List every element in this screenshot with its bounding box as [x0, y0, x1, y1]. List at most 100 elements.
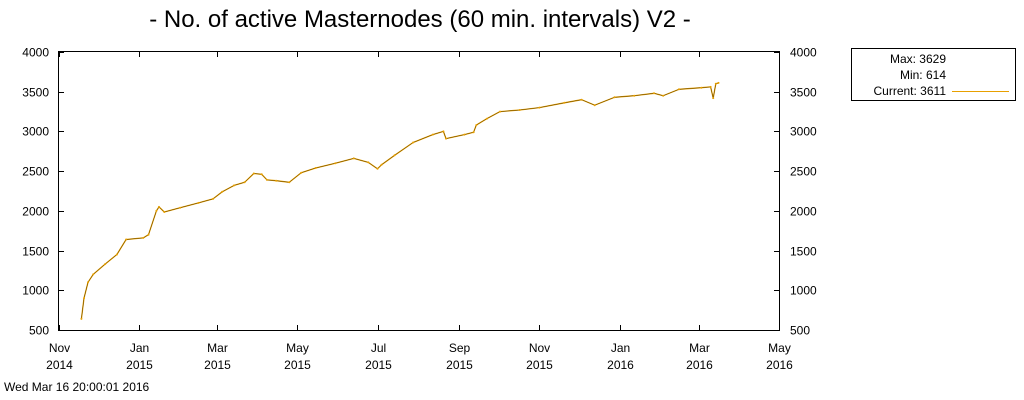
data-point: [633, 94, 636, 97]
data-point: [393, 154, 396, 157]
x-tick-label-year: 2015: [365, 358, 392, 372]
x-tick-label-year: 2015: [284, 358, 311, 372]
x-tick-label-month: Jul: [371, 341, 386, 355]
legend-current: Current: 3611: [873, 84, 947, 98]
y-tick-label-left: 1000: [22, 284, 49, 298]
data-point: [613, 96, 616, 99]
legend-swatch: [952, 91, 1009, 92]
y-tick-label-right: 3500: [790, 86, 817, 100]
data-point: [653, 92, 655, 95]
x-tick-label-year: 2016: [686, 358, 713, 372]
y-axis-right: 500 1000 1500 2000 2500 3000 3500 4000: [774, 46, 817, 338]
x-tick-label-year: 2014: [46, 358, 73, 372]
data-point: [87, 281, 89, 284]
data-point: [463, 133, 466, 136]
data-point: [155, 209, 158, 212]
data-point: [212, 197, 214, 200]
data-point: [197, 201, 200, 204]
plot-frame: [58, 51, 780, 331]
x-axis: Nov 2014 Jan 2015 Mar 2015 May 2015 Jul 2015 Sep 20…: [46, 52, 793, 372]
x-tick-label-year: 2016: [607, 358, 634, 372]
data-point: [518, 109, 521, 111]
footer-timestamp: Wed Mar 16 20:00:01 2016: [4, 380, 150, 394]
y-tick-label-left: 3000: [22, 125, 49, 139]
data-point: [445, 137, 447, 140]
data-point: [163, 211, 166, 213]
data-point: [442, 130, 445, 133]
data-point: [142, 236, 145, 239]
data-point: [260, 173, 263, 176]
data-point: [367, 161, 370, 164]
x-tick-label-year: 2015: [446, 358, 473, 372]
y-tick-label-left: 2000: [22, 205, 49, 219]
x-tick-label-year: 2015: [126, 358, 153, 372]
y-tick-label-right: 1000: [790, 284, 817, 298]
data-point: [538, 106, 541, 109]
y-axis-left: 500 1000 1500 2000 2500 3000 3500 4000: [22, 46, 64, 338]
data-point: [662, 94, 665, 97]
data-point: [717, 81, 720, 84]
data-point: [125, 238, 128, 241]
y-tick-label-right: 500: [790, 324, 810, 338]
data-point: [92, 273, 95, 276]
data-point: [80, 317, 83, 320]
x-tick-label-month: Mar: [689, 341, 710, 355]
data-point: [709, 85, 712, 88]
data-point: [158, 205, 160, 208]
y-tick-label-right: 2000: [790, 205, 817, 219]
x-tick-label-month: Nov: [529, 341, 550, 355]
data-point: [678, 88, 680, 91]
y-tick-label-left: 1500: [22, 245, 49, 259]
legend: Max: 3629 Min: 614 Current: 3611: [851, 48, 1016, 101]
series-line: [80, 82, 719, 319]
series-trend-line: [81, 82, 719, 319]
data-point: [712, 97, 715, 100]
x-tick-label-month: Jan: [611, 341, 630, 355]
data-point: [580, 98, 583, 101]
data-point: [252, 172, 255, 175]
data-point: [412, 141, 415, 144]
data-point: [352, 157, 355, 160]
y-tick-label-right: 4000: [790, 46, 817, 60]
data-point: [314, 167, 317, 169]
data-point: [275, 179, 278, 182]
data-point: [288, 181, 291, 184]
x-tick-label-month: Sep: [449, 341, 471, 355]
y-tick-label-right: 1500: [790, 245, 817, 259]
series-layer: [80, 81, 720, 320]
data-point: [593, 104, 596, 107]
data-point: [380, 163, 383, 166]
legend-max: Max: 3629: [889, 52, 946, 66]
x-tick-label-month: May: [286, 341, 309, 355]
x-tick-label-month: Jan: [130, 341, 149, 355]
y-tick-label-right: 3000: [790, 125, 817, 139]
data-point: [233, 184, 236, 187]
data-point: [115, 253, 118, 256]
data-point: [221, 190, 224, 193]
data-point: [563, 101, 566, 104]
data-point: [431, 133, 434, 136]
y-tick-label-left: 500: [29, 324, 49, 338]
y-tick-label-left: 2500: [22, 165, 49, 179]
data-point: [104, 263, 107, 266]
data-point: [243, 181, 246, 184]
x-tick-label-year: 2015: [204, 358, 231, 372]
data-point: [499, 110, 501, 113]
data-point: [300, 171, 303, 174]
data-point: [700, 86, 703, 89]
data-point: [485, 117, 488, 120]
y-tick-label-left: 4000: [22, 46, 49, 60]
data-point: [83, 297, 85, 300]
x-tick-label-year: 2016: [766, 358, 793, 372]
data-point: [376, 167, 379, 170]
x-tick-label-month: Mar: [207, 341, 228, 355]
data-point: [147, 233, 150, 236]
data-point: [472, 131, 475, 134]
chart-title: - No. of active Masternodes (60 min. int…: [149, 6, 691, 33]
data-point: [334, 162, 337, 165]
x-tick-label-month: Nov: [49, 341, 70, 355]
x-tick-label-month: May: [768, 341, 791, 355]
data-point: [714, 82, 717, 85]
data-point: [475, 124, 478, 127]
